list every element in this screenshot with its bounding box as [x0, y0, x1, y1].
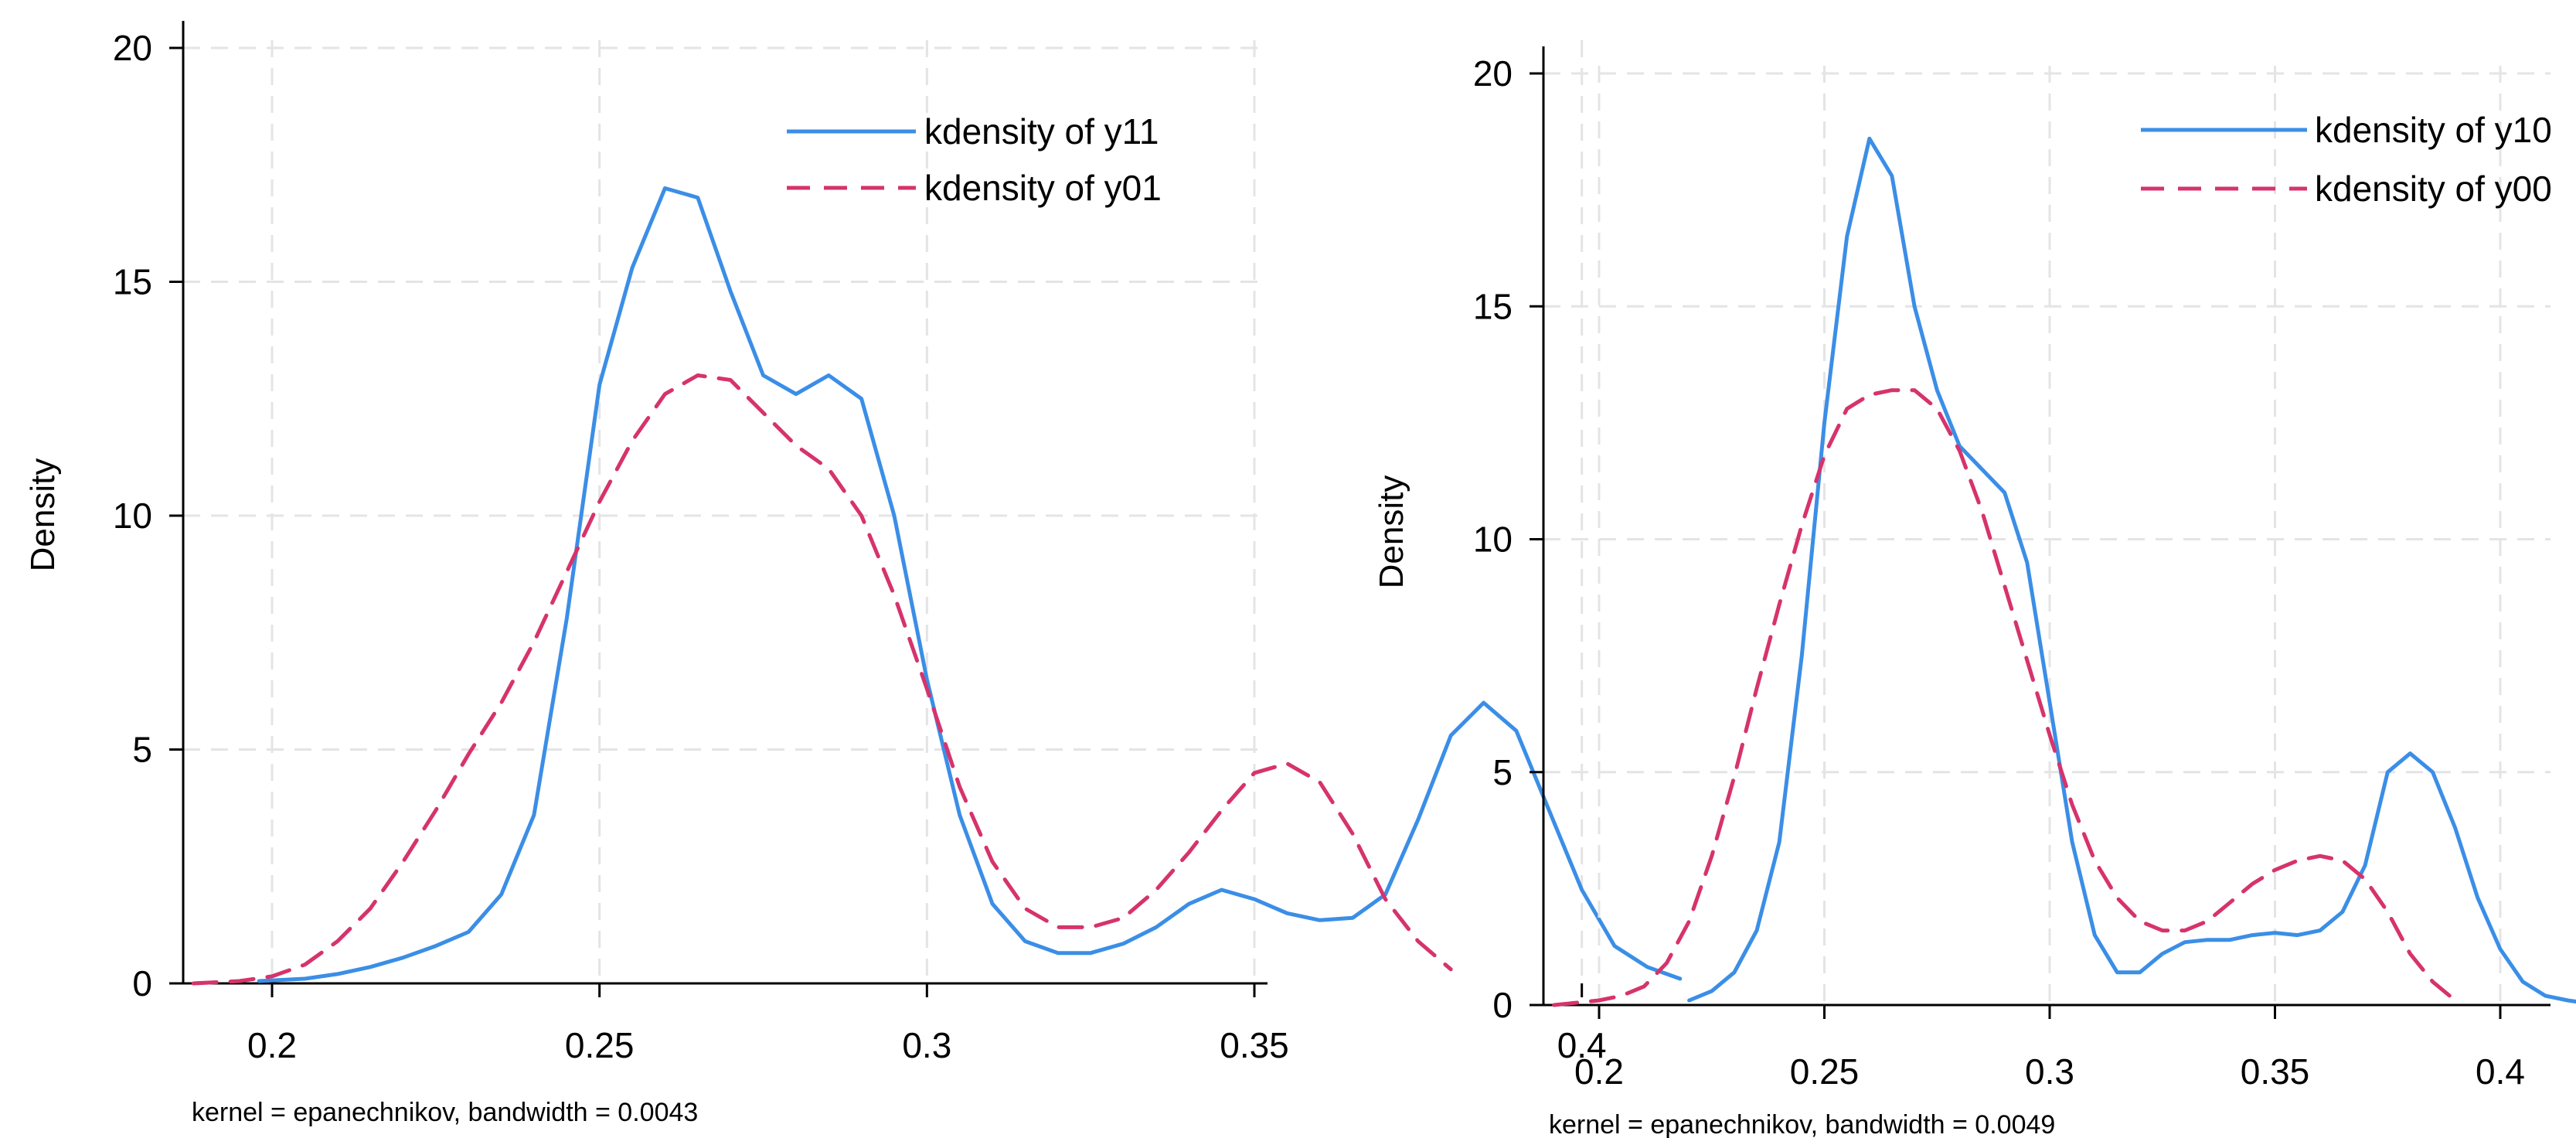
- y-tick-label: 15: [1473, 286, 1513, 326]
- kernel-note: kernel = epanechnikov, bandwidth = 0.004…: [192, 1098, 698, 1127]
- x-tick-label: 0.4: [2476, 1051, 2525, 1092]
- y-tick-label: 0: [1492, 985, 1513, 1025]
- x-tick-label: 0.35: [2241, 1051, 2310, 1092]
- x-tick-label: 0.4: [1557, 1025, 1607, 1065]
- x-tick-label: 0.2: [1574, 1051, 1624, 1092]
- x-tick-label: 0.3: [902, 1025, 951, 1065]
- legend: kdensity of y10 kdensity of y00: [2141, 110, 2552, 209]
- legend: kdensity of y11 kdensity of y01: [787, 111, 1162, 208]
- y-tick-label: 20: [1473, 53, 1513, 94]
- series-line-2: [191, 373, 1453, 986]
- x-tick-label: 0.2: [247, 1025, 297, 1065]
- y-tick-label: 5: [1492, 752, 1513, 792]
- legend-label-2: kdensity of y00: [2315, 169, 2552, 209]
- y-tick-label: 10: [113, 496, 152, 536]
- legend-label-2: kdensity of y01: [924, 168, 1162, 208]
- y-tick-label: 0: [132, 963, 152, 1003]
- chart-panel-2: 051015200.20.250.30.350.40.45Densitykden…: [1373, 46, 2576, 1138]
- x-tick-label: 0.3: [2025, 1051, 2074, 1092]
- y-axis-title: Density: [1373, 475, 1411, 589]
- series-line-1: [1687, 136, 2576, 1004]
- x-tick-label: 0.25: [565, 1025, 635, 1065]
- kernel-note: kernel = epanechnikov, bandwidth = 0.004…: [1549, 1110, 2055, 1138]
- y-tick-label: 5: [132, 730, 152, 770]
- y-tick-label: 10: [1473, 520, 1513, 560]
- y-tick-label: 20: [113, 28, 152, 68]
- x-tick-label: 0.25: [1790, 1051, 1860, 1092]
- x-tick-label: 0.35: [1220, 1025, 1289, 1065]
- series-line-1: [257, 186, 1683, 983]
- series-line-2: [1552, 388, 2458, 1007]
- y-tick-label: 15: [113, 262, 152, 302]
- legend-label-1: kdensity of y10: [2315, 110, 2552, 150]
- y-axis-title: Density: [24, 458, 62, 572]
- legend-label-1: kdensity of y11: [924, 111, 1159, 152]
